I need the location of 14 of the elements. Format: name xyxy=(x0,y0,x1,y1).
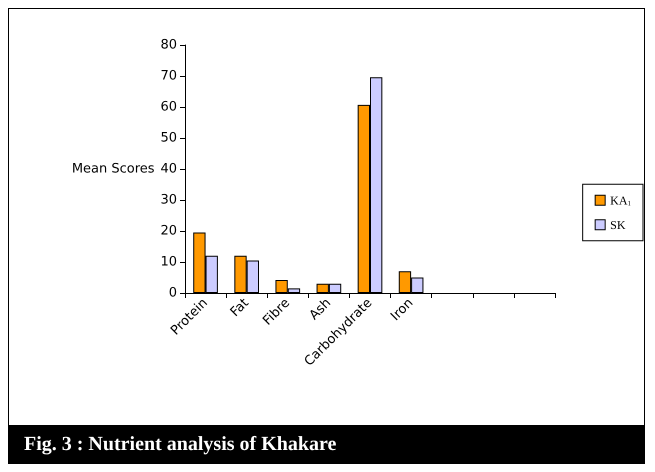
x-tick-label: Fat xyxy=(228,296,252,320)
y-tick-label: 30 xyxy=(160,192,177,208)
x-tick-label: Iron xyxy=(388,296,416,324)
y-tick-label: 80 xyxy=(160,38,177,52)
y-tick-label: 20 xyxy=(160,224,177,238)
y-tick-label: 10 xyxy=(160,254,177,270)
y-tick-label: 50 xyxy=(160,130,177,146)
y-axis-title: Mean Scores xyxy=(72,162,155,176)
y-tick-label: 0 xyxy=(168,286,177,300)
y-tick-label: 60 xyxy=(160,100,177,114)
legend-label: SK xyxy=(610,218,626,232)
y-tick-label: 70 xyxy=(160,68,177,84)
y-tick-label: 40 xyxy=(160,162,177,176)
text: Fig. 3 : Nutrient analysis of Khakare xyxy=(9,425,645,464)
